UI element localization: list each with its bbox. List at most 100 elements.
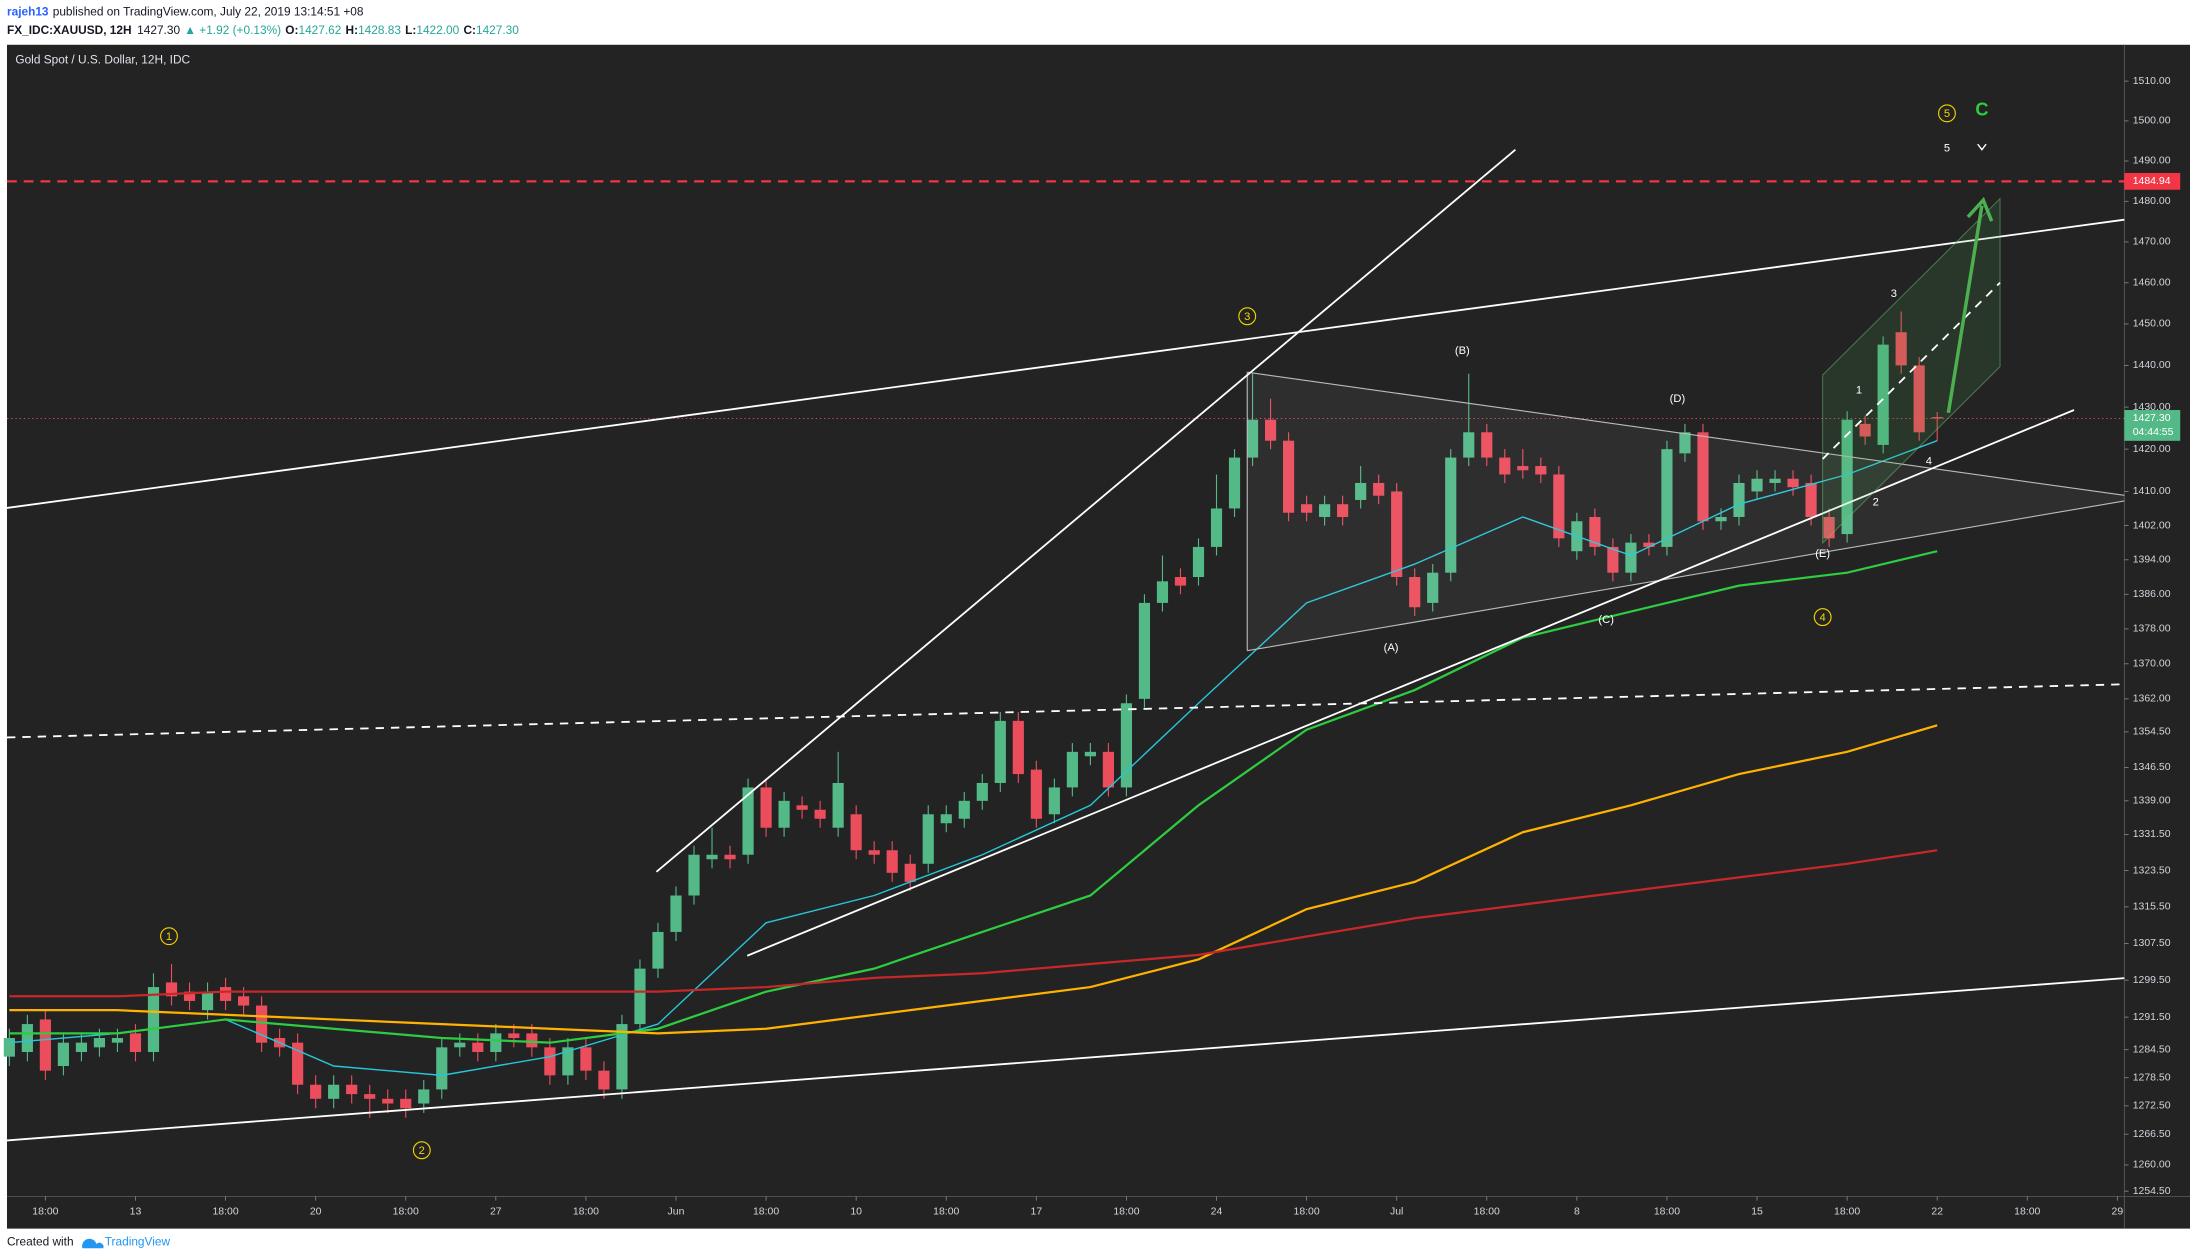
candle-body: [1607, 546, 1619, 573]
candle-body: [544, 1047, 556, 1076]
x-tick-label: 13: [130, 1207, 142, 1218]
last-price-label: 1427.30: [2133, 413, 2171, 424]
y-tick-label: 1299.50: [2133, 975, 2171, 986]
wave-label: 1: [1856, 384, 1862, 396]
ohlc-value: 1422.00: [416, 23, 459, 37]
candle-body: [1499, 457, 1511, 475]
y-tick-label: 1260.00: [2133, 1160, 2171, 1171]
candle-body: [256, 1005, 268, 1043]
y-tick-label: 1254.50: [2133, 1186, 2171, 1197]
wave-label: 4: [1820, 612, 1826, 624]
candle-body: [994, 720, 1006, 783]
candle-body: [868, 850, 880, 855]
annotations: 1 2 3 4 5 C 5 (A) (B) (C) (D) (E) 1 2 3 …: [160, 99, 1988, 1160]
candle-body: [292, 1042, 304, 1085]
triangle-fill: [1247, 372, 2125, 651]
wave-circle: [1938, 104, 1956, 123]
ohlc-label: C:: [463, 23, 476, 37]
chart-title: Gold Spot / U.S. Dollar, 12H, IDC: [15, 52, 190, 66]
candle-body: [400, 1098, 412, 1109]
candle-body: [39, 1019, 51, 1071]
y-tick-label: 1284.50: [2133, 1044, 2171, 1055]
y-tick-label: 1440.00: [2133, 360, 2171, 371]
x-tick-label: 20: [310, 1207, 322, 1218]
ohlc-value: 1427.30: [476, 23, 519, 37]
candle-body: [724, 854, 736, 860]
x-tick-label: 18:00: [393, 1207, 419, 1218]
x-tick-label: 8: [1574, 1207, 1580, 1218]
y-tick-label: 1450.00: [2133, 319, 2171, 330]
x-tick-label: 22: [1931, 1207, 1943, 1218]
change: ▲ +1.92 (+0.13%): [184, 23, 281, 37]
candle-body: [418, 1089, 430, 1104]
candle-body: [850, 814, 862, 851]
wave-label: (A): [1384, 642, 1399, 654]
y-tick-label: 1354.50: [2133, 727, 2171, 738]
drawings: [6, 143, 2125, 1142]
candle-body: [634, 968, 646, 1025]
candle-body: [1463, 432, 1475, 458]
candle-body: [1895, 332, 1907, 366]
trend-line: [655, 149, 1516, 873]
candle-body: [57, 1042, 69, 1067]
x-tick-label: 18:00: [212, 1207, 238, 1218]
candle-body: [1913, 365, 1925, 433]
y-tick-label: 1315.50: [2133, 902, 2171, 913]
chevron: [1977, 143, 1987, 151]
candle-body: [1246, 419, 1259, 458]
y-tick-label: 1339.00: [2133, 796, 2171, 807]
symbol: FX_IDC:XAUUSD, 12H: [7, 23, 132, 37]
y-tick-label: 1291.50: [2133, 1012, 2171, 1023]
candle-body: [940, 814, 952, 824]
logo: [82, 1238, 104, 1249]
candle-body: [1319, 504, 1331, 517]
candle-body: [219, 987, 232, 1001]
wave-label: C: [1975, 99, 1988, 119]
footer-brand: TradingView: [105, 1235, 171, 1249]
triangle-line: [1247, 500, 2125, 652]
candle-body: [526, 1033, 538, 1048]
trend-line: [6, 218, 2125, 509]
x-tick-label: 17: [1031, 1207, 1043, 1218]
ohlc-label: O:: [285, 23, 298, 37]
y-tick-label: 1386.00: [2133, 589, 2171, 600]
candle-body: [436, 1047, 448, 1090]
y-tick-label: 1480.00: [2133, 196, 2171, 207]
x-tick-label: 10: [850, 1207, 862, 1218]
candle-body: [922, 814, 934, 864]
triangle-line: [1247, 371, 2125, 496]
wave-label: 1: [166, 931, 172, 943]
candle-body: [598, 1070, 610, 1090]
candle-body: [1355, 482, 1367, 500]
x-tick-label: 18:00: [32, 1207, 58, 1218]
last-price-tag: [2124, 410, 2181, 441]
candle-body: [616, 1024, 628, 1090]
candle-body: [1517, 466, 1529, 471]
wave-circle: [412, 1141, 431, 1160]
wave-label: (C): [1598, 614, 1614, 626]
candle-body: [1445, 457, 1457, 573]
ohlc-value: 1428.83: [358, 23, 401, 37]
candle-body: [1156, 581, 1169, 603]
price-axis: [2124, 44, 2190, 1229]
candle-body: [670, 895, 682, 932]
candle-body: [111, 1038, 124, 1043]
y-tick-label: 1278.50: [2133, 1072, 2171, 1083]
candle-body: [93, 1038, 106, 1048]
x-tick-label: 15: [1751, 1207, 1763, 1218]
candle-body: [832, 782, 844, 828]
candle-body: [1931, 417, 1943, 419]
price-tag-label: 1484.94: [2133, 176, 2171, 187]
candle-body: [183, 991, 196, 1001]
x-tick-label: 18:00: [2014, 1207, 2040, 1218]
marks: [3, 180, 2125, 1118]
candle-body: [1733, 482, 1745, 517]
y-tick-label: 1394.00: [2133, 555, 2171, 566]
candle-body: [1066, 751, 1078, 788]
y-tick-label: 1272.50: [2133, 1101, 2171, 1112]
candle-body: [1643, 542, 1655, 547]
candle-body: [1805, 482, 1817, 517]
wave-label: 2: [1873, 496, 1879, 508]
